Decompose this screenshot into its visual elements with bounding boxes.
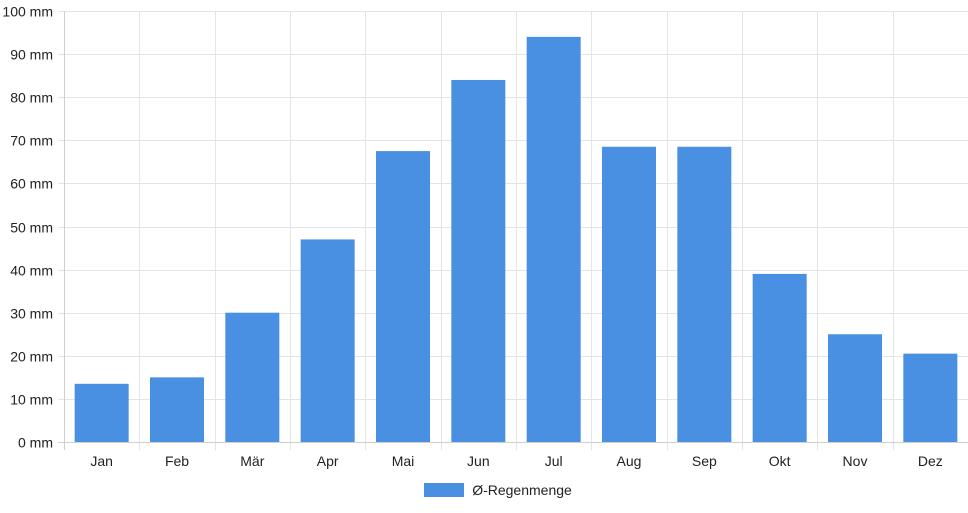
y-tick-label: 30 mm <box>10 306 53 322</box>
legend[interactable]: Ø-Regenmenge <box>0 478 968 502</box>
x-tick-label: Feb <box>165 453 189 469</box>
x-tick-label: Jul <box>545 453 563 469</box>
axes: 0 mm 10 mm 20 mm 30 mm 40 mm 50 mm 60 mm 70 mm 8… <box>2 4 968 469</box>
bar-feb[interactable] <box>150 377 204 442</box>
y-tick-label: 70 mm <box>10 133 53 149</box>
y-tick-label: 50 mm <box>10 220 53 236</box>
x-tick-label: Apr <box>317 453 339 469</box>
x-tick-label: Mai <box>392 453 415 469</box>
bar-nov[interactable] <box>828 334 882 442</box>
bar-sep[interactable] <box>677 146 732 442</box>
y-tick-label: 40 mm <box>10 263 53 279</box>
y-tick-label: 20 mm <box>10 349 53 365</box>
bar-aug[interactable] <box>602 146 656 442</box>
y-tick-label: 0 mm <box>18 435 53 451</box>
legend-label: Ø-Regenmenge <box>472 482 572 498</box>
bar-apr[interactable] <box>300 239 355 442</box>
bar-jul[interactable] <box>526 36 581 443</box>
x-tick-label: Mär <box>240 453 264 469</box>
x-tick-label: Sep <box>692 453 717 469</box>
bar-jan[interactable] <box>74 383 129 442</box>
y-tick-label: 80 mm <box>10 90 53 106</box>
bar-mär[interactable] <box>225 312 280 442</box>
y-tick-label: 60 mm <box>10 176 53 192</box>
legend-swatch <box>424 483 465 497</box>
x-tick-label: Dez <box>918 453 943 469</box>
bar-mai[interactable] <box>376 151 430 442</box>
y-tick-label: 10 mm <box>10 392 53 408</box>
bar-okt[interactable] <box>752 273 807 442</box>
x-tick-label: Jan <box>90 453 113 469</box>
y-tick-label: 100 mm <box>2 4 53 20</box>
x-tick-label: Aug <box>617 453 642 469</box>
bar-jun[interactable] <box>451 79 506 443</box>
x-tick-label: Okt <box>769 453 791 469</box>
y-tick-label: 90 mm <box>10 47 53 63</box>
x-tick-label: Nov <box>843 453 868 469</box>
x-tick-label: Jun <box>467 453 490 469</box>
bars <box>74 36 958 443</box>
bar-dez[interactable] <box>903 353 958 442</box>
